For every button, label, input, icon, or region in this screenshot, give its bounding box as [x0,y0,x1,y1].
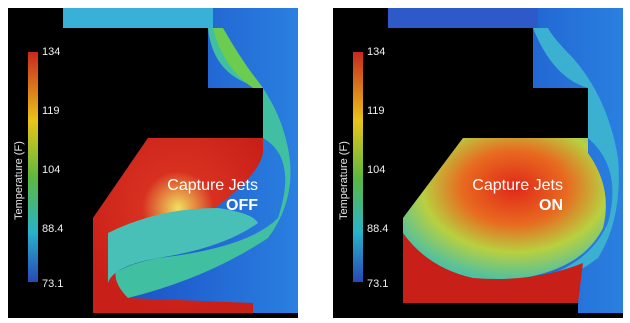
colorbar-title: Temperature (F) [338,141,350,220]
temperature-field-off [8,8,298,318]
jets-label-text: Capture Jets [167,177,258,194]
colorbar [353,52,363,282]
colorbar-tick: 104 [42,164,61,176]
colorbar-tick: 134 [42,46,61,58]
jets-label: Capture Jets OFF [142,176,258,216]
jets-label: Capture Jets ON [453,176,563,216]
colorbar-tick: 134 [367,46,386,58]
colorbar-tick: 73.1 [42,278,64,290]
colorbar-tick: 104 [367,164,386,176]
jets-label-text: Capture Jets [472,177,563,194]
panel-jets-off: Temperature (F) 134 119 104 88.4 73.1 Ca… [8,8,298,318]
colorbar-tick: 73.1 [367,278,389,290]
colorbar-tick: 88.4 [367,223,389,235]
colorbar-tick: 119 [42,105,60,117]
colorbar-title: Temperature (F) [13,141,25,220]
panel-jets-on: Temperature (F) 134 119 104 88.4 73.1 Ca… [333,8,623,318]
colorbar-tick: 119 [367,105,385,117]
jets-state-text: ON [539,197,563,214]
colorbar-tick: 88.4 [42,223,64,235]
temperature-field-on [333,8,623,318]
jets-state-text: OFF [226,197,258,214]
colorbar [28,52,38,282]
